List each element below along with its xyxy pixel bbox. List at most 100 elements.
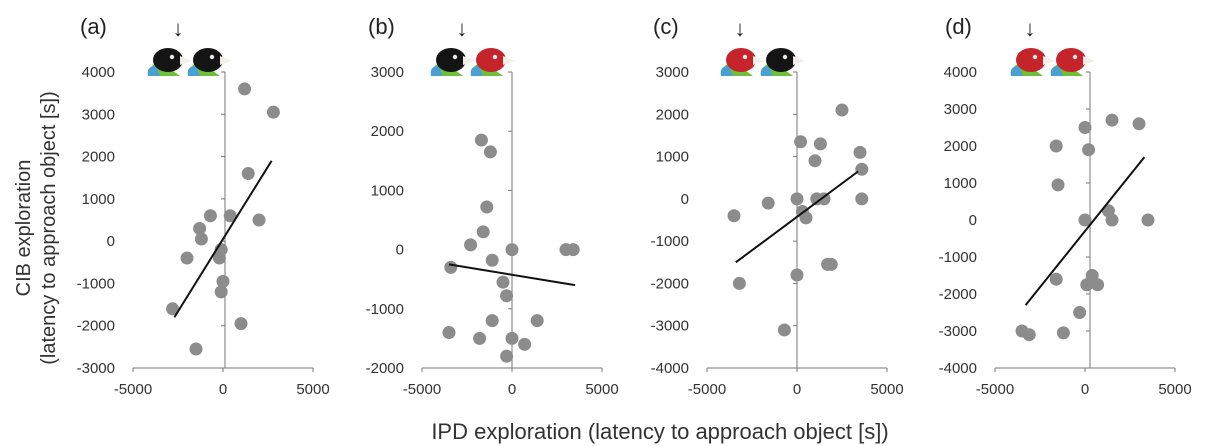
bird-eye-icon [782,54,788,60]
data-point [808,154,822,168]
y-tick-label: -4000 [651,360,689,377]
x-tick-label: -5000 [976,381,1014,398]
data-point [223,209,237,223]
bird-chest-icon [720,66,733,76]
bird-chest-icon [1050,66,1063,76]
data-point [790,268,804,282]
y-tick-label: 1000 [82,191,115,208]
y-tick-label: -2000 [77,318,115,335]
bird-eye-icon [492,54,498,60]
bird-beak-icon [1043,56,1055,65]
bird-chest-icon [147,66,160,76]
bird-head-black-icon [430,48,475,76]
bird-head-icon [193,48,223,72]
data-point [180,251,194,265]
bird-head-black-icon [147,48,192,76]
data-point [505,331,519,345]
bird-beak-icon [220,56,232,65]
data-point [1091,278,1105,292]
data-point [817,192,831,206]
bird-beak-icon [1083,56,1095,65]
bird-chest-icon [760,66,773,76]
y-tick-label: 1000 [371,182,404,199]
scatter-panel-a: (a) ↓ -3000 -2000 -1000 0 1000 2000 3000 4000 -500… [77,14,330,398]
data-point [1078,213,1092,227]
data-point [194,232,208,246]
bird-head-red-icon [720,48,765,76]
data-point [530,314,544,328]
trend-line [735,170,859,264]
y-tick-label: 2000 [82,149,115,166]
bird-eye-icon [742,54,748,60]
data-point [464,238,478,252]
data-point [518,337,532,351]
bird-beak-icon [753,56,765,65]
y-tick-label: -3000 [77,360,115,377]
data-point [777,323,791,337]
data-point [1022,328,1036,342]
data-point [252,213,266,227]
bird-head-icon [476,48,506,72]
bird-beak-icon [463,56,475,65]
bird-head-icon [436,48,466,72]
data-point [1105,113,1119,127]
data-point [855,192,869,206]
data-point [214,285,228,299]
data-point [794,135,808,149]
data-point [485,314,499,328]
data-point [761,196,775,210]
y-tick-label: -1000 [77,275,115,292]
data-point [1078,121,1092,134]
bird-chest-icon [470,66,483,76]
x-tick-label: 5000 [1158,381,1191,398]
data-point [1049,272,1063,286]
bird-head-icon [153,48,183,72]
y-tick-label: -2000 [651,275,689,292]
bird-chest-icon [1010,66,1023,76]
data-point [500,289,514,303]
bird-chest-icon [187,66,200,76]
scatter-panel-d: (d) ↓ -4000 -3000 -2000 -1000 0 1000 2000 3000 400… [939,14,1192,398]
y-axis-label-line2: (latency to approach object [s]) [38,91,60,364]
data-point [474,133,488,147]
panel-label: (a) [80,14,107,39]
x-tick-label: 5000 [296,381,329,398]
data-point [442,325,456,339]
data-point [1056,326,1070,340]
data-point [266,105,280,119]
bird-head-red-icon [470,48,515,76]
bird-head-icon [726,48,756,72]
data-point [835,103,849,117]
bird-eye-icon [452,54,458,60]
data-point [1049,139,1063,153]
y-tick-label: -2000 [366,360,404,377]
data-point [203,209,217,223]
y-tick-label: 4000 [82,64,115,81]
bird-eye-icon [169,54,175,60]
y-tick-label: 0 [969,212,977,229]
bird-head-black-icon [760,48,805,76]
y-tick-label: -1000 [651,233,689,250]
data-point [444,260,458,274]
down-arrow-icon: ↓ [735,16,746,41]
data-point [234,317,248,331]
down-arrow-icon: ↓ [457,16,468,41]
bird-eye-icon [1072,54,1078,60]
y-tick-label: 2000 [371,123,404,140]
y-tick-label: -3000 [939,323,977,340]
data-point [505,243,519,257]
y-tick-label: -3000 [651,318,689,335]
y-tick-label: 4000 [944,64,977,81]
x-tick-label: 0 [219,381,227,398]
x-axis-label: IPD exploration (latency to approach obj… [431,419,888,444]
data-point [476,225,490,239]
data-point [473,331,487,345]
trend-line [1024,156,1146,306]
data-point [189,342,203,356]
x-tick-label: -5000 [114,381,152,398]
y-tick-label: 0 [396,242,404,259]
bird-head-icon [1056,48,1086,72]
data-point [813,137,827,151]
y-tick-label: 3000 [371,64,404,81]
